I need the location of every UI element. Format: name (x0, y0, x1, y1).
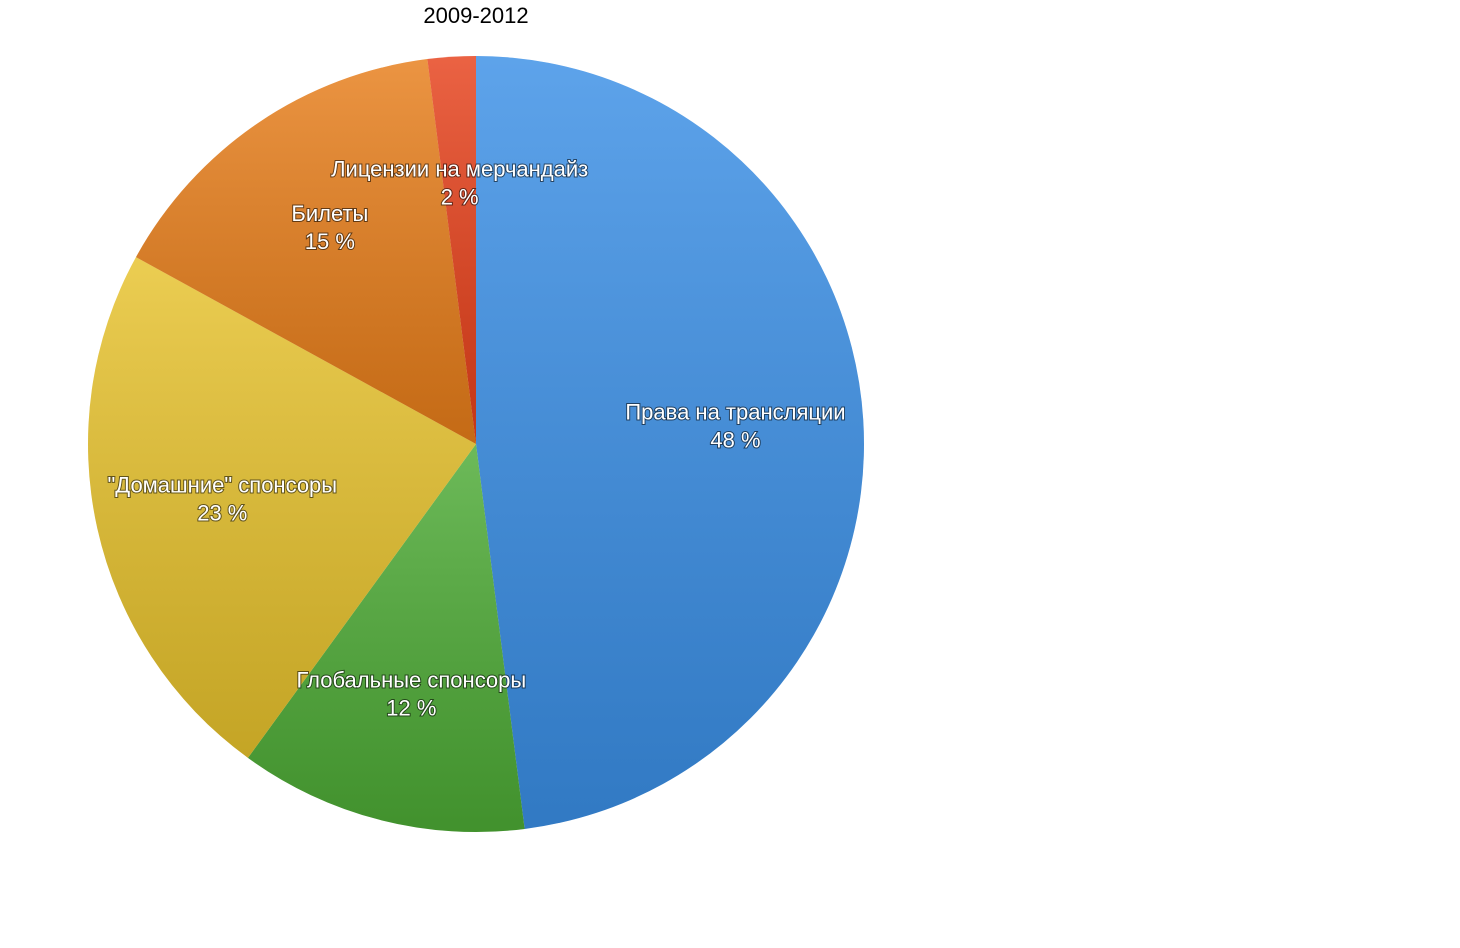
slice-label: "Домашние" спонсоры (107, 473, 337, 498)
value-label: 23 % (197, 501, 247, 526)
value-label: 48 % (710, 427, 760, 452)
slice-label: Права на трансляции (625, 399, 845, 424)
value-label: 12 % (386, 696, 436, 721)
slice-label: Глобальные спонсоры (296, 668, 526, 693)
slice-shade (476, 56, 865, 829)
slice-label: Билеты (291, 201, 368, 226)
slice-shade (88, 257, 476, 758)
slice-label: Лицензии на мерчандайз (331, 156, 588, 181)
slice-shade (247, 444, 525, 832)
slice-shade (427, 56, 476, 444)
chart-title: 2009-2012 (423, 3, 528, 28)
slice-shade (135, 59, 476, 444)
value-label: 15 % (305, 229, 355, 254)
value-label: 2 % (441, 184, 479, 209)
